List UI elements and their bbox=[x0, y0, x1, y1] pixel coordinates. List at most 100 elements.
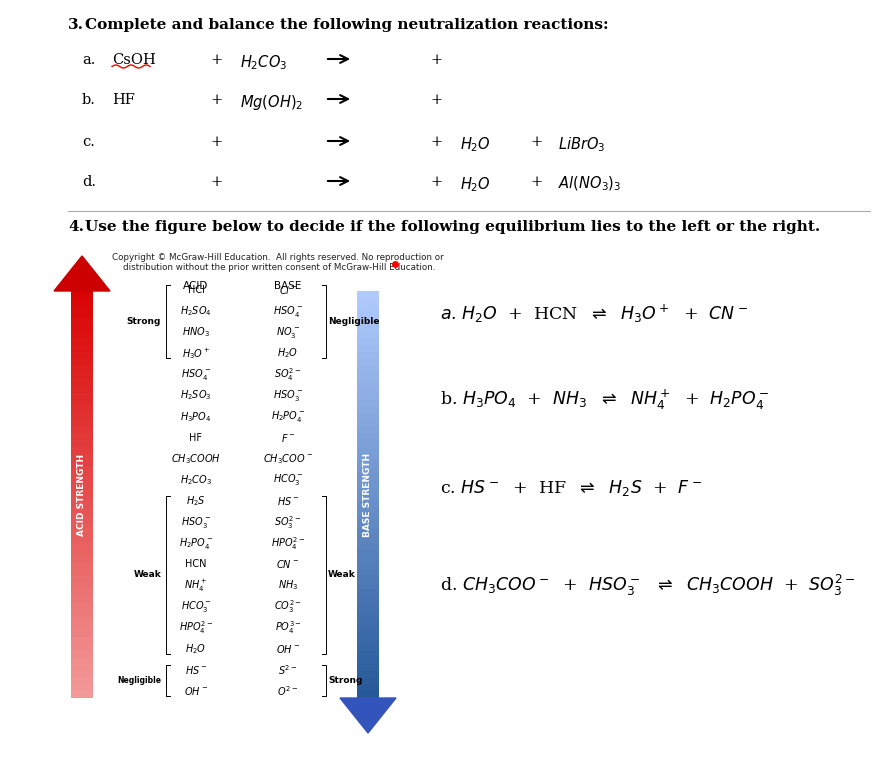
Text: $SO_4^{2-}$: $SO_4^{2-}$ bbox=[274, 366, 302, 383]
Text: $Cl^-$: $Cl^-$ bbox=[279, 284, 297, 296]
Bar bbox=[357, 610, 379, 617]
Text: +: + bbox=[430, 135, 442, 149]
Text: $H_2CO_3$: $H_2CO_3$ bbox=[240, 53, 288, 72]
Bar bbox=[71, 291, 93, 298]
Bar bbox=[357, 474, 379, 481]
Text: $HPO_4^{2-}$: $HPO_4^{2-}$ bbox=[271, 535, 306, 552]
Bar bbox=[71, 562, 93, 569]
Bar bbox=[71, 542, 93, 549]
Bar bbox=[357, 312, 379, 318]
Text: HF: HF bbox=[112, 93, 135, 107]
Text: $HS^-$: $HS^-$ bbox=[277, 495, 299, 507]
Bar bbox=[357, 691, 379, 698]
Bar bbox=[71, 664, 93, 671]
Text: +: + bbox=[210, 175, 222, 189]
Text: $H_3PO_4$: $H_3PO_4$ bbox=[180, 410, 211, 424]
Text: 3.: 3. bbox=[68, 18, 84, 32]
Bar bbox=[71, 684, 93, 691]
Text: ACID: ACID bbox=[184, 281, 209, 291]
Text: a.: a. bbox=[82, 53, 95, 67]
Text: $H_2PO_4^-$: $H_2PO_4^-$ bbox=[271, 409, 306, 424]
Bar bbox=[71, 576, 93, 583]
Bar bbox=[71, 339, 93, 346]
Text: ACID STRENGTH: ACID STRENGTH bbox=[77, 454, 87, 536]
Bar bbox=[71, 501, 93, 508]
Bar bbox=[357, 447, 379, 454]
Bar bbox=[71, 522, 93, 529]
Text: $HPO_4^{2-}$: $HPO_4^{2-}$ bbox=[179, 619, 213, 636]
Bar bbox=[357, 515, 379, 522]
Bar bbox=[357, 427, 379, 434]
Bar bbox=[71, 508, 93, 515]
Text: $\it{a}$. $H_2O$  +  HCN  $\rightleftharpoons$  $H_3O^+$  +  $CN^-$: $\it{a}$. $H_2O$ + HCN $\rightleftharpoo… bbox=[440, 303, 748, 325]
Bar bbox=[71, 549, 93, 556]
Text: $HNO_3$: $HNO_3$ bbox=[182, 325, 210, 339]
Bar bbox=[71, 427, 93, 434]
Bar bbox=[357, 346, 379, 352]
Bar bbox=[71, 447, 93, 454]
Bar bbox=[357, 623, 379, 630]
Text: $H_2SO_4$: $H_2SO_4$ bbox=[180, 305, 211, 318]
Bar bbox=[357, 644, 379, 651]
Bar bbox=[357, 488, 379, 495]
Bar bbox=[357, 373, 379, 380]
Bar bbox=[357, 508, 379, 515]
Bar bbox=[357, 407, 379, 413]
Bar bbox=[71, 488, 93, 495]
Text: $H_2O$: $H_2O$ bbox=[460, 135, 491, 154]
Bar bbox=[357, 562, 379, 569]
Bar bbox=[357, 332, 379, 339]
Bar bbox=[71, 569, 93, 576]
Bar bbox=[71, 637, 93, 644]
Bar bbox=[71, 366, 93, 373]
Text: b.: b. bbox=[82, 93, 96, 107]
Bar bbox=[357, 380, 379, 386]
Text: $H_2O$: $H_2O$ bbox=[278, 346, 298, 360]
Bar bbox=[71, 610, 93, 617]
Bar bbox=[71, 441, 93, 447]
Text: HCN: HCN bbox=[185, 560, 207, 570]
Text: HF: HF bbox=[189, 433, 202, 443]
Bar bbox=[357, 400, 379, 407]
Bar bbox=[357, 318, 379, 325]
Bar bbox=[357, 637, 379, 644]
Bar bbox=[71, 623, 93, 630]
Text: $HCO_3^-$: $HCO_3^-$ bbox=[272, 472, 304, 488]
Text: $HS^-$: $HS^-$ bbox=[185, 664, 207, 676]
Bar bbox=[357, 291, 379, 298]
Bar bbox=[357, 651, 379, 657]
Bar bbox=[357, 556, 379, 562]
Text: Strong: Strong bbox=[126, 317, 161, 326]
Bar bbox=[357, 590, 379, 596]
Text: HCl: HCl bbox=[187, 285, 204, 295]
Text: $CN^-$: $CN^-$ bbox=[276, 558, 299, 570]
Bar bbox=[71, 481, 93, 488]
Bar bbox=[71, 386, 93, 393]
Bar bbox=[71, 380, 93, 386]
Bar bbox=[71, 305, 93, 312]
Bar bbox=[71, 590, 93, 596]
Bar bbox=[71, 407, 93, 413]
Bar bbox=[71, 474, 93, 481]
Bar bbox=[357, 535, 379, 542]
Text: Weak: Weak bbox=[328, 570, 356, 580]
Bar bbox=[71, 298, 93, 305]
Bar bbox=[71, 644, 93, 651]
Text: $H_2SO_3$: $H_2SO_3$ bbox=[180, 389, 211, 403]
Bar bbox=[357, 596, 379, 603]
Bar bbox=[357, 678, 379, 684]
Bar bbox=[357, 413, 379, 420]
Bar bbox=[71, 325, 93, 332]
Bar bbox=[357, 617, 379, 623]
Text: +: + bbox=[210, 135, 222, 149]
Bar bbox=[357, 684, 379, 691]
Bar bbox=[71, 596, 93, 603]
Bar bbox=[71, 312, 93, 318]
Bar bbox=[357, 468, 379, 474]
Bar bbox=[71, 332, 93, 339]
Text: $F^-$: $F^-$ bbox=[280, 432, 296, 444]
Polygon shape bbox=[340, 698, 396, 733]
Bar bbox=[71, 420, 93, 427]
Bar bbox=[71, 468, 93, 474]
Bar bbox=[357, 359, 379, 366]
